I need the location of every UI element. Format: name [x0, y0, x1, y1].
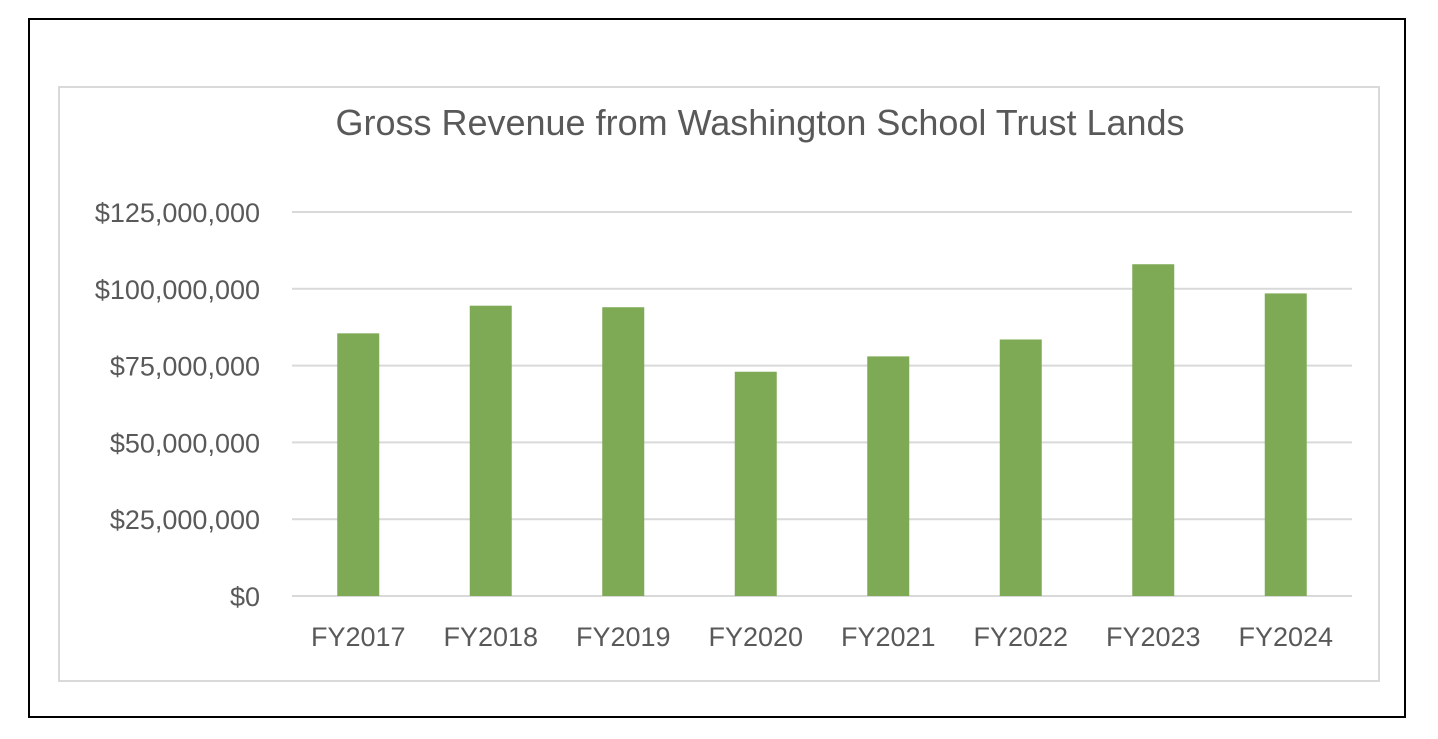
- gridlines: [292, 211, 1352, 597]
- bar-fy2019: [602, 307, 645, 596]
- x-tick-label: FY2020: [708, 622, 803, 652]
- y-tick-label: $100,000,000: [95, 275, 260, 305]
- x-tick-label: FY2021: [841, 622, 936, 652]
- bar-fy2022: [999, 339, 1042, 596]
- bar-fy2021: [867, 356, 910, 596]
- bar-fy2017: [337, 333, 380, 596]
- bars: [337, 264, 1307, 596]
- bar-fy2018: [469, 305, 512, 596]
- x-tick-label: FY2019: [576, 622, 671, 652]
- y-tick-label: $25,000,000: [110, 505, 260, 535]
- chart-title: Gross Revenue from Washington School Tru…: [335, 102, 1184, 143]
- y-tick-label: $0: [230, 582, 260, 612]
- y-axis-ticks: $0 $25,000,000 $50,000,000 $75,000,000 $100,…: [95, 198, 260, 612]
- bar-fy2023: [1132, 264, 1175, 596]
- x-tick-label: FY2023: [1106, 622, 1201, 652]
- y-tick-label: $50,000,000: [110, 428, 260, 458]
- x-tick-label: FY2022: [973, 622, 1068, 652]
- y-tick-label: $75,000,000: [110, 352, 260, 382]
- x-tick-label: FY2018: [443, 622, 538, 652]
- bar-fy2024: [1264, 293, 1307, 596]
- bar-fy2020: [734, 371, 777, 596]
- x-axis-ticks: FY2017 FY2018 FY2019 FY2020 FY2021 FY2022 FY20…: [311, 622, 1333, 652]
- x-tick-label: FY2024: [1238, 622, 1333, 652]
- y-tick-label: $125,000,000: [95, 198, 260, 228]
- x-tick-label: FY2017: [311, 622, 406, 652]
